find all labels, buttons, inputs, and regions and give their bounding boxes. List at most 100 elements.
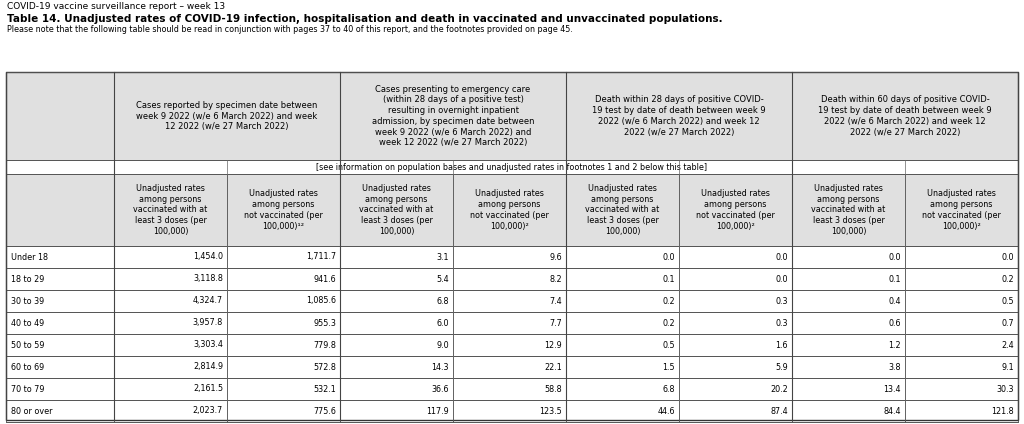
Text: 2,161.5: 2,161.5 — [193, 385, 223, 393]
Bar — [566, 356, 679, 378]
Bar — [227, 268, 340, 290]
Bar — [6, 160, 1018, 174]
Text: 0.1: 0.1 — [663, 274, 675, 284]
Text: 0.2: 0.2 — [663, 318, 675, 327]
Text: 3,303.4: 3,303.4 — [194, 340, 223, 349]
Text: 0.0: 0.0 — [663, 253, 675, 262]
Text: Unadjusted rates
among persons
not vaccinated (per
100,000)¹²: Unadjusted rates among persons not vacci… — [244, 190, 323, 231]
Text: 1,711.7: 1,711.7 — [306, 253, 336, 262]
Bar — [340, 334, 453, 356]
Bar — [792, 400, 905, 422]
Text: 0.3: 0.3 — [775, 318, 788, 327]
Bar — [679, 268, 792, 290]
Text: 572.8: 572.8 — [313, 363, 336, 371]
Bar — [792, 174, 905, 246]
Bar — [114, 400, 227, 422]
Text: 0.2: 0.2 — [1001, 274, 1014, 284]
Text: 532.1: 532.1 — [313, 385, 336, 393]
Text: [see information on population bases and unadjusted rates in footnotes 1 and 2 b: [see information on population bases and… — [316, 162, 708, 171]
Bar — [453, 290, 566, 312]
Bar — [227, 246, 340, 268]
Bar — [340, 290, 453, 312]
Text: 12.9: 12.9 — [544, 340, 562, 349]
Bar — [905, 290, 1018, 312]
Bar — [227, 400, 340, 422]
Bar — [453, 356, 566, 378]
Bar — [114, 378, 227, 400]
Bar — [905, 356, 1018, 378]
Text: 2,023.7: 2,023.7 — [193, 407, 223, 416]
Text: 0.0: 0.0 — [1001, 253, 1014, 262]
Text: 0.6: 0.6 — [889, 318, 901, 327]
Bar — [227, 174, 340, 246]
Bar — [114, 312, 227, 334]
Text: Unadjusted rates
among persons
vaccinated with at
least 3 doses (per
100,000): Unadjusted rates among persons vaccinate… — [359, 184, 433, 236]
Bar — [792, 312, 905, 334]
Text: 87.4: 87.4 — [770, 407, 788, 416]
Bar — [905, 400, 1018, 422]
Text: Table 14. Unadjusted rates of COVID-19 infection, hospitalisation and death in v: Table 14. Unadjusted rates of COVID-19 i… — [7, 14, 723, 24]
Text: 5.4: 5.4 — [436, 274, 449, 284]
Text: 13.4: 13.4 — [884, 385, 901, 393]
Text: Unadjusted rates
among persons
vaccinated with at
least 3 doses (per
100,000): Unadjusted rates among persons vaccinate… — [586, 184, 659, 236]
Bar — [340, 174, 453, 246]
Text: Cases reported by specimen date between
week 9 2022 (w/e 6 March 2022) and week
: Cases reported by specimen date between … — [136, 101, 317, 131]
Bar — [340, 72, 566, 160]
Text: 9.6: 9.6 — [549, 253, 562, 262]
Bar — [340, 312, 453, 334]
Bar — [453, 312, 566, 334]
Bar — [679, 290, 792, 312]
Text: 14.3: 14.3 — [431, 363, 449, 371]
Text: Under 18: Under 18 — [11, 253, 48, 262]
Text: 2.4: 2.4 — [1001, 340, 1014, 349]
Bar — [566, 290, 679, 312]
Text: 955.3: 955.3 — [313, 318, 336, 327]
Text: 121.8: 121.8 — [991, 407, 1014, 416]
Bar — [114, 356, 227, 378]
Bar — [453, 378, 566, 400]
Text: 84.4: 84.4 — [884, 407, 901, 416]
Text: 941.6: 941.6 — [313, 274, 336, 284]
Bar — [905, 334, 1018, 356]
Bar — [6, 174, 114, 246]
Bar — [6, 72, 1018, 420]
Text: Cases presenting to emergency care
(within 28 days of a positive test)
resulting: Cases presenting to emergency care (with… — [372, 85, 535, 148]
Text: 22.1: 22.1 — [544, 363, 562, 371]
Bar — [453, 268, 566, 290]
Text: 0.0: 0.0 — [775, 253, 788, 262]
Text: 1.6: 1.6 — [775, 340, 788, 349]
Bar — [905, 312, 1018, 334]
Text: 60 to 69: 60 to 69 — [11, 363, 44, 371]
Text: 123.5: 123.5 — [540, 407, 562, 416]
Bar — [340, 400, 453, 422]
Bar — [453, 400, 566, 422]
Text: 50 to 59: 50 to 59 — [11, 340, 44, 349]
Text: 1,085.6: 1,085.6 — [306, 296, 336, 306]
Bar — [340, 268, 453, 290]
Text: 779.8: 779.8 — [313, 340, 336, 349]
Bar — [566, 334, 679, 356]
Text: 80 or over: 80 or over — [11, 407, 52, 416]
Text: 0.3: 0.3 — [775, 296, 788, 306]
Bar — [114, 290, 227, 312]
Text: 1,454.0: 1,454.0 — [193, 253, 223, 262]
Bar — [566, 174, 679, 246]
Text: 1.2: 1.2 — [889, 340, 901, 349]
Bar — [679, 400, 792, 422]
Bar — [6, 246, 114, 268]
Bar — [227, 290, 340, 312]
Text: 36.6: 36.6 — [431, 385, 449, 393]
Text: 4,324.7: 4,324.7 — [193, 296, 223, 306]
Bar — [679, 174, 792, 246]
Text: Death within 28 days of positive COVID-
19 test by date of death between week 9
: Death within 28 days of positive COVID- … — [592, 95, 766, 137]
Bar — [792, 72, 1018, 160]
Bar — [114, 174, 227, 246]
Text: 7.7: 7.7 — [549, 318, 562, 327]
Text: 9.0: 9.0 — [436, 340, 449, 349]
Text: 30 to 39: 30 to 39 — [11, 296, 44, 306]
Text: Unadjusted rates
among persons
vaccinated with at
least 3 doses (per
100,000): Unadjusted rates among persons vaccinate… — [811, 184, 886, 236]
Bar — [340, 356, 453, 378]
Text: 8.2: 8.2 — [549, 274, 562, 284]
Bar — [6, 334, 114, 356]
Bar — [114, 246, 227, 268]
